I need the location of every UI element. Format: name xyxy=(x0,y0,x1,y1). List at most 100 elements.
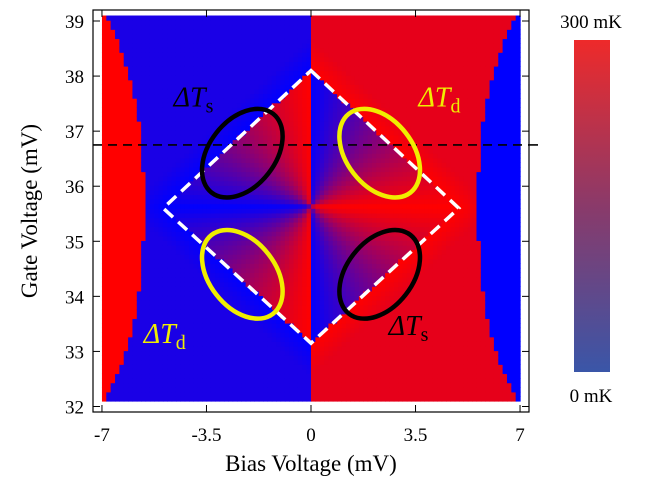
heatmap-cell xyxy=(302,295,308,301)
heatmap-cell xyxy=(228,249,234,255)
heatmap-cell xyxy=(110,304,116,310)
heatmap-cell xyxy=(154,244,160,251)
heatmap-cell xyxy=(263,166,269,173)
heatmap-cell xyxy=(228,309,234,315)
heatmap-cell xyxy=(315,162,321,168)
heatmap-cell xyxy=(141,290,147,297)
heatmap-cell xyxy=(149,318,155,324)
heatmap-cell xyxy=(197,272,203,278)
heatmap-cell xyxy=(115,295,120,301)
heatmap-cell xyxy=(302,56,308,62)
heatmap-cell xyxy=(280,364,286,370)
heatmap-cell xyxy=(206,341,212,347)
heatmap-cell xyxy=(101,24,107,30)
heatmap-cell xyxy=(193,272,199,278)
heatmap-cell xyxy=(110,93,116,99)
heatmap-cell xyxy=(241,332,247,338)
heatmap-cell xyxy=(215,15,221,21)
heatmap-cell xyxy=(250,364,255,370)
heatmap-cell xyxy=(115,290,120,297)
heatmap-cell xyxy=(149,281,155,287)
heatmap-cell xyxy=(276,84,282,90)
heatmap-cell xyxy=(210,341,216,347)
heatmap-cell xyxy=(115,180,120,186)
heatmap-cell xyxy=(189,359,195,365)
heatmap-cell xyxy=(154,29,160,35)
heatmap-cell xyxy=(128,318,134,324)
heatmap-cell xyxy=(154,396,160,402)
heatmap-cell xyxy=(145,318,151,324)
heatmap-cell xyxy=(167,102,173,108)
heatmap-cell xyxy=(136,75,142,81)
heatmap-cell xyxy=(189,189,195,196)
heatmap-cell xyxy=(162,217,168,223)
heatmap-cell xyxy=(175,116,181,122)
heatmap-cell xyxy=(302,121,308,127)
heatmap-cell xyxy=(289,300,295,306)
heatmap-cell xyxy=(171,166,177,173)
heatmap-cell xyxy=(236,75,242,81)
heatmap-cell xyxy=(337,249,343,255)
heatmap-cell xyxy=(258,281,264,287)
heatmap-cell xyxy=(324,373,330,379)
heatmap-cell xyxy=(324,33,330,40)
heatmap-cell xyxy=(210,98,216,104)
heatmap-cell xyxy=(302,199,308,205)
heatmap-cell xyxy=(232,185,238,191)
heatmap-cell xyxy=(345,29,351,35)
heatmap-cell xyxy=(123,281,129,287)
heatmap-cell xyxy=(284,61,290,67)
heatmap-cell xyxy=(354,148,360,154)
heatmap-cell xyxy=(245,391,251,397)
heatmap-cell xyxy=(245,378,251,384)
heatmap-cell xyxy=(232,391,238,397)
heatmap-cell xyxy=(263,134,269,141)
heatmap-cell xyxy=(271,295,277,301)
heatmap-cell xyxy=(245,322,251,329)
heatmap-cell xyxy=(311,52,316,58)
heatmap-cell xyxy=(101,336,107,342)
heatmap-cell xyxy=(271,244,277,251)
heatmap-cell xyxy=(149,121,155,127)
heatmap-cell xyxy=(228,75,234,81)
heatmap-cell xyxy=(171,79,177,85)
heatmap-cell xyxy=(258,212,264,219)
heatmap-cell xyxy=(202,93,208,99)
heatmap-cell xyxy=(184,217,190,223)
heatmap-cell xyxy=(119,121,125,127)
heatmap-cell xyxy=(154,226,160,232)
heatmap-cell xyxy=(145,56,151,62)
heatmap-cell xyxy=(119,249,125,255)
heatmap-cell xyxy=(267,148,273,154)
heatmap-cell xyxy=(210,144,216,150)
heatmap-cell xyxy=(119,396,125,402)
heatmap-cell xyxy=(289,70,295,76)
heatmap-cell xyxy=(232,121,238,127)
heatmap-cell xyxy=(171,222,177,228)
heatmap-cell xyxy=(162,52,168,58)
heatmap-cell xyxy=(167,194,173,200)
heatmap-cell xyxy=(236,244,242,251)
heatmap-cell xyxy=(232,153,238,159)
heatmap-cell xyxy=(289,212,295,219)
heatmap-cell xyxy=(297,29,303,35)
heatmap-cell xyxy=(215,391,221,397)
heatmap-cell xyxy=(332,231,338,237)
heatmap-cell xyxy=(210,116,216,122)
heatmap-cell xyxy=(110,267,116,274)
heatmap-cell xyxy=(175,24,181,30)
heatmap-cell xyxy=(171,144,177,150)
heatmap-cell xyxy=(280,194,286,200)
heatmap-cell xyxy=(223,212,229,219)
heatmap-cell xyxy=(193,157,199,163)
heatmap-cell xyxy=(202,75,208,81)
heatmap-cell xyxy=(276,29,282,35)
heatmap-cell xyxy=(202,52,208,58)
heatmap-cell xyxy=(154,61,160,67)
heatmap-cell xyxy=(267,121,273,127)
heatmap-cell xyxy=(337,309,343,315)
heatmap-cell xyxy=(128,208,134,214)
heatmap-cell xyxy=(158,304,164,310)
heatmap-cell xyxy=(354,84,360,90)
heatmap-cell xyxy=(271,29,277,35)
